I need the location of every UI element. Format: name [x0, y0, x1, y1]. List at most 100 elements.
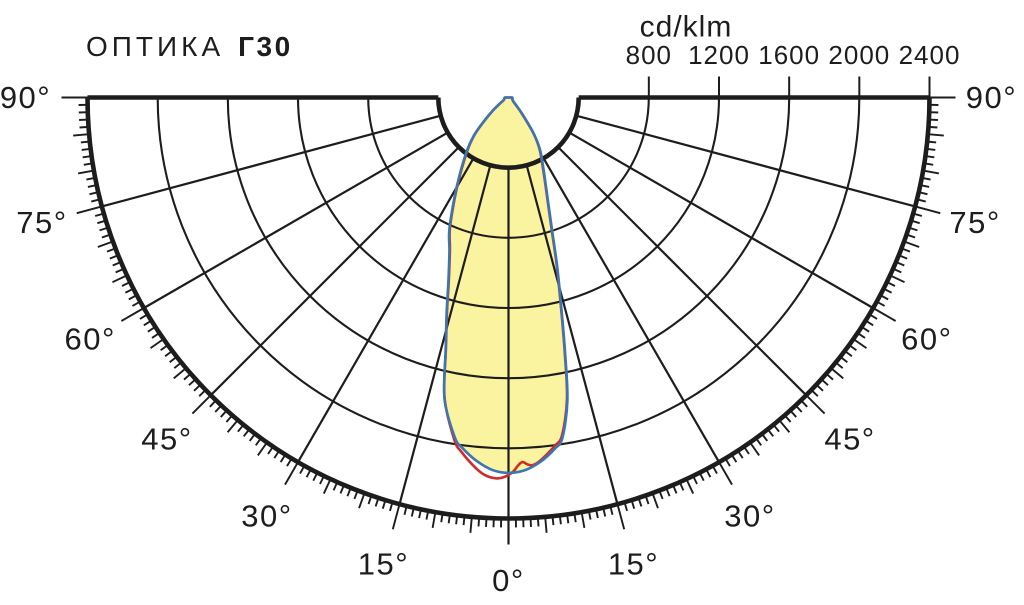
- radial-tick-label: 1200: [688, 40, 750, 70]
- degree-tick: [73, 134, 89, 135]
- angle-label-left-15: 15°: [358, 547, 409, 582]
- degree-tick: [811, 390, 817, 396]
- degree-tick: [915, 206, 940, 213]
- degree-tick: [926, 149, 935, 150]
- angle-line--75: [102, 116, 441, 207]
- angle-line-75: [576, 116, 915, 207]
- degree-tick: [652, 493, 657, 508]
- degree-tick: [81, 142, 90, 143]
- degree-tick: [582, 512, 585, 528]
- degree-tick: [796, 405, 802, 412]
- angle-label-center-0: 0°: [492, 563, 525, 598]
- degree-tick: [238, 425, 244, 432]
- angle-label-left-30: 30°: [241, 498, 292, 533]
- angle-label-left-45: 45°: [141, 422, 192, 457]
- degree-tick: [756, 438, 761, 445]
- radial-tick-label: 2400: [899, 40, 961, 70]
- degree-tick: [831, 368, 843, 378]
- degree-tick: [801, 400, 807, 406]
- degree-tick: [165, 351, 172, 356]
- degree-tick: [560, 515, 561, 524]
- radial-unit-label: cd/klm: [640, 11, 733, 44]
- degree-tick: [821, 379, 828, 385]
- degree-tick: [256, 438, 261, 445]
- degree-tick: [617, 504, 624, 529]
- degree-tick: [928, 134, 944, 135]
- degree-tick: [78, 171, 94, 174]
- degree-tick: [221, 410, 227, 417]
- angle-label-left-60: 60°: [65, 322, 116, 357]
- degree-tick: [174, 362, 181, 368]
- degree-tick: [215, 405, 221, 412]
- degree-tick: [192, 395, 210, 413]
- degree-tick: [433, 512, 436, 528]
- degree-tick: [923, 171, 939, 174]
- degree-tick: [836, 362, 843, 368]
- degree-tick: [849, 345, 856, 350]
- degree-tick: [464, 516, 465, 525]
- angle-line-45: [558, 147, 806, 395]
- degree-tick: [925, 156, 934, 157]
- degree-tick: [449, 514, 450, 523]
- degree-tick: [806, 395, 824, 413]
- degree-tick: [393, 504, 400, 529]
- degree-tick: [853, 339, 866, 348]
- degree-tick: [359, 493, 364, 508]
- degree-tick: [567, 514, 568, 523]
- degree-tick: [538, 517, 539, 526]
- optics-value: Г30: [238, 31, 293, 62]
- degree-tick: [779, 420, 789, 432]
- angle-label-right-45: 45°: [824, 422, 875, 457]
- radial-tick-label: 1600: [758, 40, 820, 70]
- degree-tick: [845, 351, 852, 356]
- angle-label-right-90: 90°: [966, 80, 1017, 115]
- degree-tick: [324, 479, 331, 494]
- degree-tick: [77, 206, 102, 213]
- degree-tick: [927, 142, 936, 143]
- degree-tick: [904, 241, 919, 246]
- degree-tick: [470, 517, 471, 533]
- degree-tick: [840, 357, 847, 363]
- page-title: ОПТИКА Г30: [86, 33, 293, 61]
- degree-tick: [184, 374, 191, 380]
- degree-tick: [773, 425, 779, 432]
- degree-tick: [228, 420, 238, 432]
- degree-tick: [686, 479, 693, 494]
- angle-line--45: [211, 147, 459, 395]
- degree-tick: [826, 374, 833, 380]
- degree-tick: [244, 429, 250, 436]
- degree-tick: [762, 434, 767, 441]
- degree-tick: [82, 149, 91, 150]
- degree-tick: [928, 127, 937, 128]
- angle-label-right-75: 75°: [949, 205, 1000, 240]
- degree-tick: [545, 517, 546, 533]
- angle-label-right-60: 60°: [901, 322, 952, 357]
- degree-tick: [456, 515, 457, 524]
- degree-tick: [161, 345, 168, 350]
- optics-label: ОПТИКА: [86, 31, 224, 62]
- radial-value-scale: 800 1200 1600 2000 2400 cd/klm: [626, 11, 961, 100]
- radial-tick-label: 800: [626, 40, 672, 70]
- degree-tick: [170, 357, 177, 363]
- angle-label-right-30: 30°: [724, 498, 775, 533]
- degree-tick: [768, 429, 774, 436]
- degree-tick: [83, 156, 92, 157]
- degree-tick: [210, 400, 216, 406]
- degree-tick: [553, 516, 554, 525]
- angle-label-left-75: 75°: [16, 205, 67, 240]
- degree-tick: [250, 434, 255, 441]
- angle-label-left-90: 90°: [0, 80, 51, 115]
- degree-tick: [151, 339, 164, 348]
- degree-tick: [890, 275, 905, 282]
- degree-tick: [199, 390, 205, 396]
- degree-tick: [174, 368, 186, 378]
- degree-tick: [194, 385, 201, 391]
- degree-tick: [98, 241, 113, 246]
- degree-tick: [479, 517, 480, 526]
- degree-tick: [226, 415, 232, 422]
- degree-tick: [258, 442, 267, 455]
- degree-tick: [816, 385, 823, 391]
- radial-tick-label: 2000: [828, 40, 890, 70]
